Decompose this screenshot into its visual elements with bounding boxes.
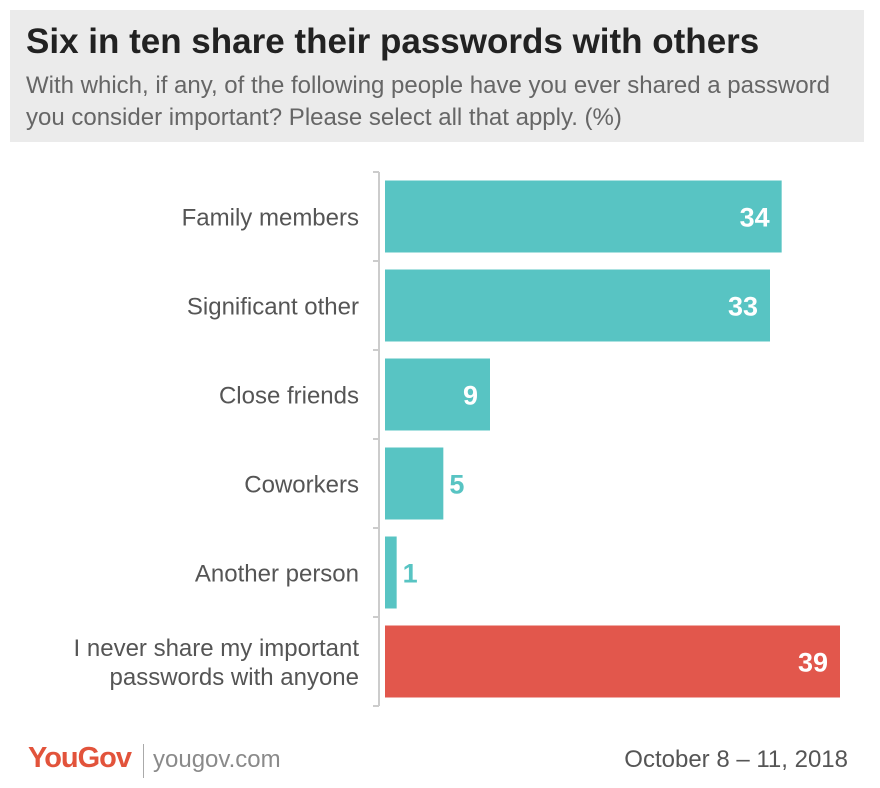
header-panel: Six in ten share their passwords with ot… (10, 10, 864, 142)
footer-divider (143, 744, 144, 778)
chart-subtitle: With which, if any, of the following peo… (26, 72, 830, 131)
value-label: 33 (728, 292, 758, 322)
bar (385, 358, 490, 431)
value-label: 39 (798, 648, 828, 678)
category-label: I never share my important (74, 635, 360, 662)
category-label: Another person (195, 561, 359, 588)
bar (385, 180, 782, 253)
value-label: 5 (449, 470, 464, 500)
bar (385, 625, 840, 698)
bar (385, 269, 770, 342)
footer-url[interactable]: yougov.com (153, 746, 281, 773)
yougov-logo[interactable]: YouGov (28, 742, 132, 774)
chart-title: Six in ten share their passwords with ot… (26, 22, 760, 61)
category-label: Family members (182, 205, 359, 232)
category-label: Significant other (187, 294, 359, 321)
value-label: 9 (463, 381, 478, 411)
value-label: 1 (403, 559, 418, 589)
category-label: passwords with anyone (110, 664, 359, 691)
value-label: 34 (740, 203, 770, 233)
category-label: Coworkers (244, 472, 359, 499)
category-label: Close friends (219, 383, 359, 410)
survey-date: October 8 – 11, 2018 (624, 746, 848, 773)
bar (385, 447, 444, 520)
bar (385, 536, 397, 609)
